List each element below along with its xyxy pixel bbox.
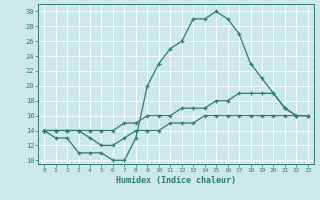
X-axis label: Humidex (Indice chaleur): Humidex (Indice chaleur) — [116, 176, 236, 185]
